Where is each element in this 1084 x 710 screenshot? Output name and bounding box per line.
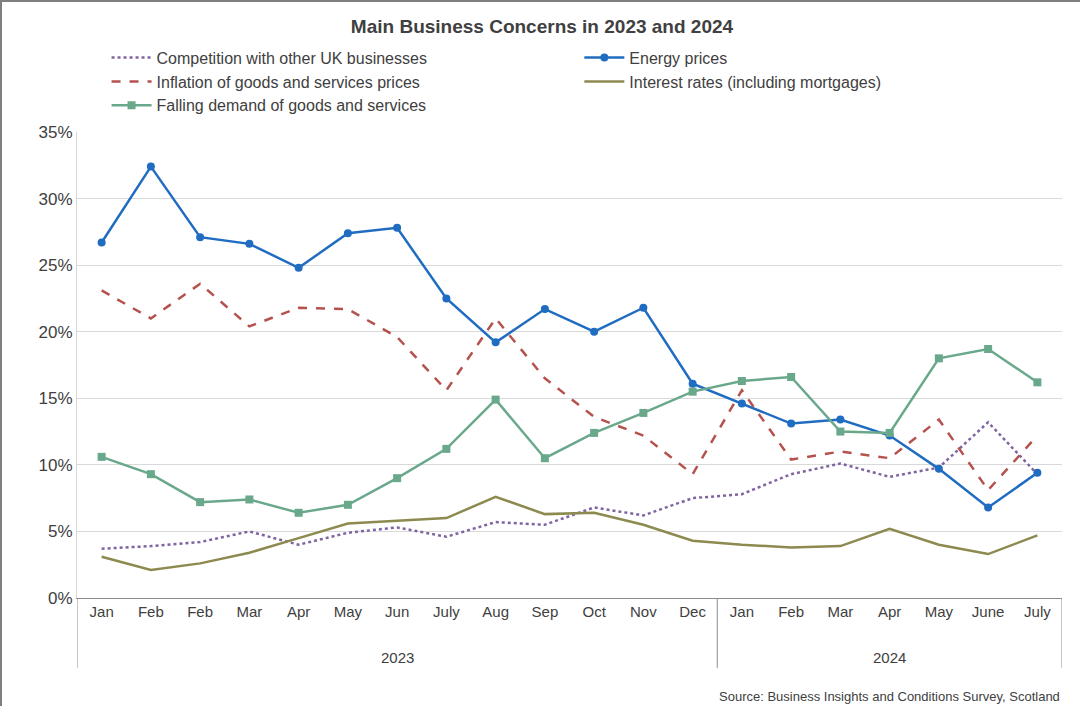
svg-text:Source: Business Insights and: Source: Business Insights and Conditions… — [719, 689, 1060, 704]
svg-text:Jan: Jan — [730, 603, 754, 620]
svg-text:Interest rates (including mort: Interest rates (including mortgages) — [629, 74, 881, 91]
svg-text:May: May — [334, 603, 363, 620]
svg-text:Oct: Oct — [582, 603, 606, 620]
svg-text:Apr: Apr — [287, 603, 310, 620]
svg-text:5%: 5% — [48, 522, 73, 541]
svg-text:Nov: Nov — [630, 603, 657, 620]
svg-text:2024: 2024 — [873, 649, 906, 666]
svg-text:May: May — [925, 603, 954, 620]
svg-text:Mar: Mar — [236, 603, 262, 620]
svg-text:Jan: Jan — [90, 603, 114, 620]
svg-text:25%: 25% — [39, 256, 73, 275]
svg-text:Jun: Jun — [385, 603, 409, 620]
svg-text:Falling demand of goods and se: Falling demand of goods and services — [157, 97, 427, 114]
svg-text:35%: 35% — [39, 123, 73, 142]
svg-text:2023: 2023 — [381, 649, 414, 666]
svg-text:0%: 0% — [48, 589, 73, 608]
svg-text:Aug: Aug — [482, 603, 509, 620]
svg-text:Feb: Feb — [187, 603, 213, 620]
svg-text:Competition with other UK busi: Competition with other UK businesses — [157, 50, 427, 67]
svg-text:Dec: Dec — [679, 603, 706, 620]
svg-text:July: July — [1024, 603, 1051, 620]
svg-text:Feb: Feb — [138, 603, 164, 620]
svg-text:Apr: Apr — [878, 603, 901, 620]
svg-text:Sep: Sep — [532, 603, 559, 620]
svg-text:Mar: Mar — [827, 603, 853, 620]
svg-text:July: July — [433, 603, 460, 620]
svg-text:30%: 30% — [39, 190, 73, 209]
svg-text:June: June — [972, 603, 1005, 620]
svg-text:Main Business Concerns in 2023: Main Business Concerns in 2023 and 2024 — [351, 16, 734, 37]
svg-text:Feb: Feb — [778, 603, 804, 620]
svg-text:20%: 20% — [39, 323, 73, 342]
svg-text:10%: 10% — [39, 456, 73, 475]
svg-text:15%: 15% — [39, 389, 73, 408]
svg-text:Inflation of goods and service: Inflation of goods and services prices — [157, 74, 420, 91]
svg-text:Energy prices: Energy prices — [629, 50, 727, 67]
